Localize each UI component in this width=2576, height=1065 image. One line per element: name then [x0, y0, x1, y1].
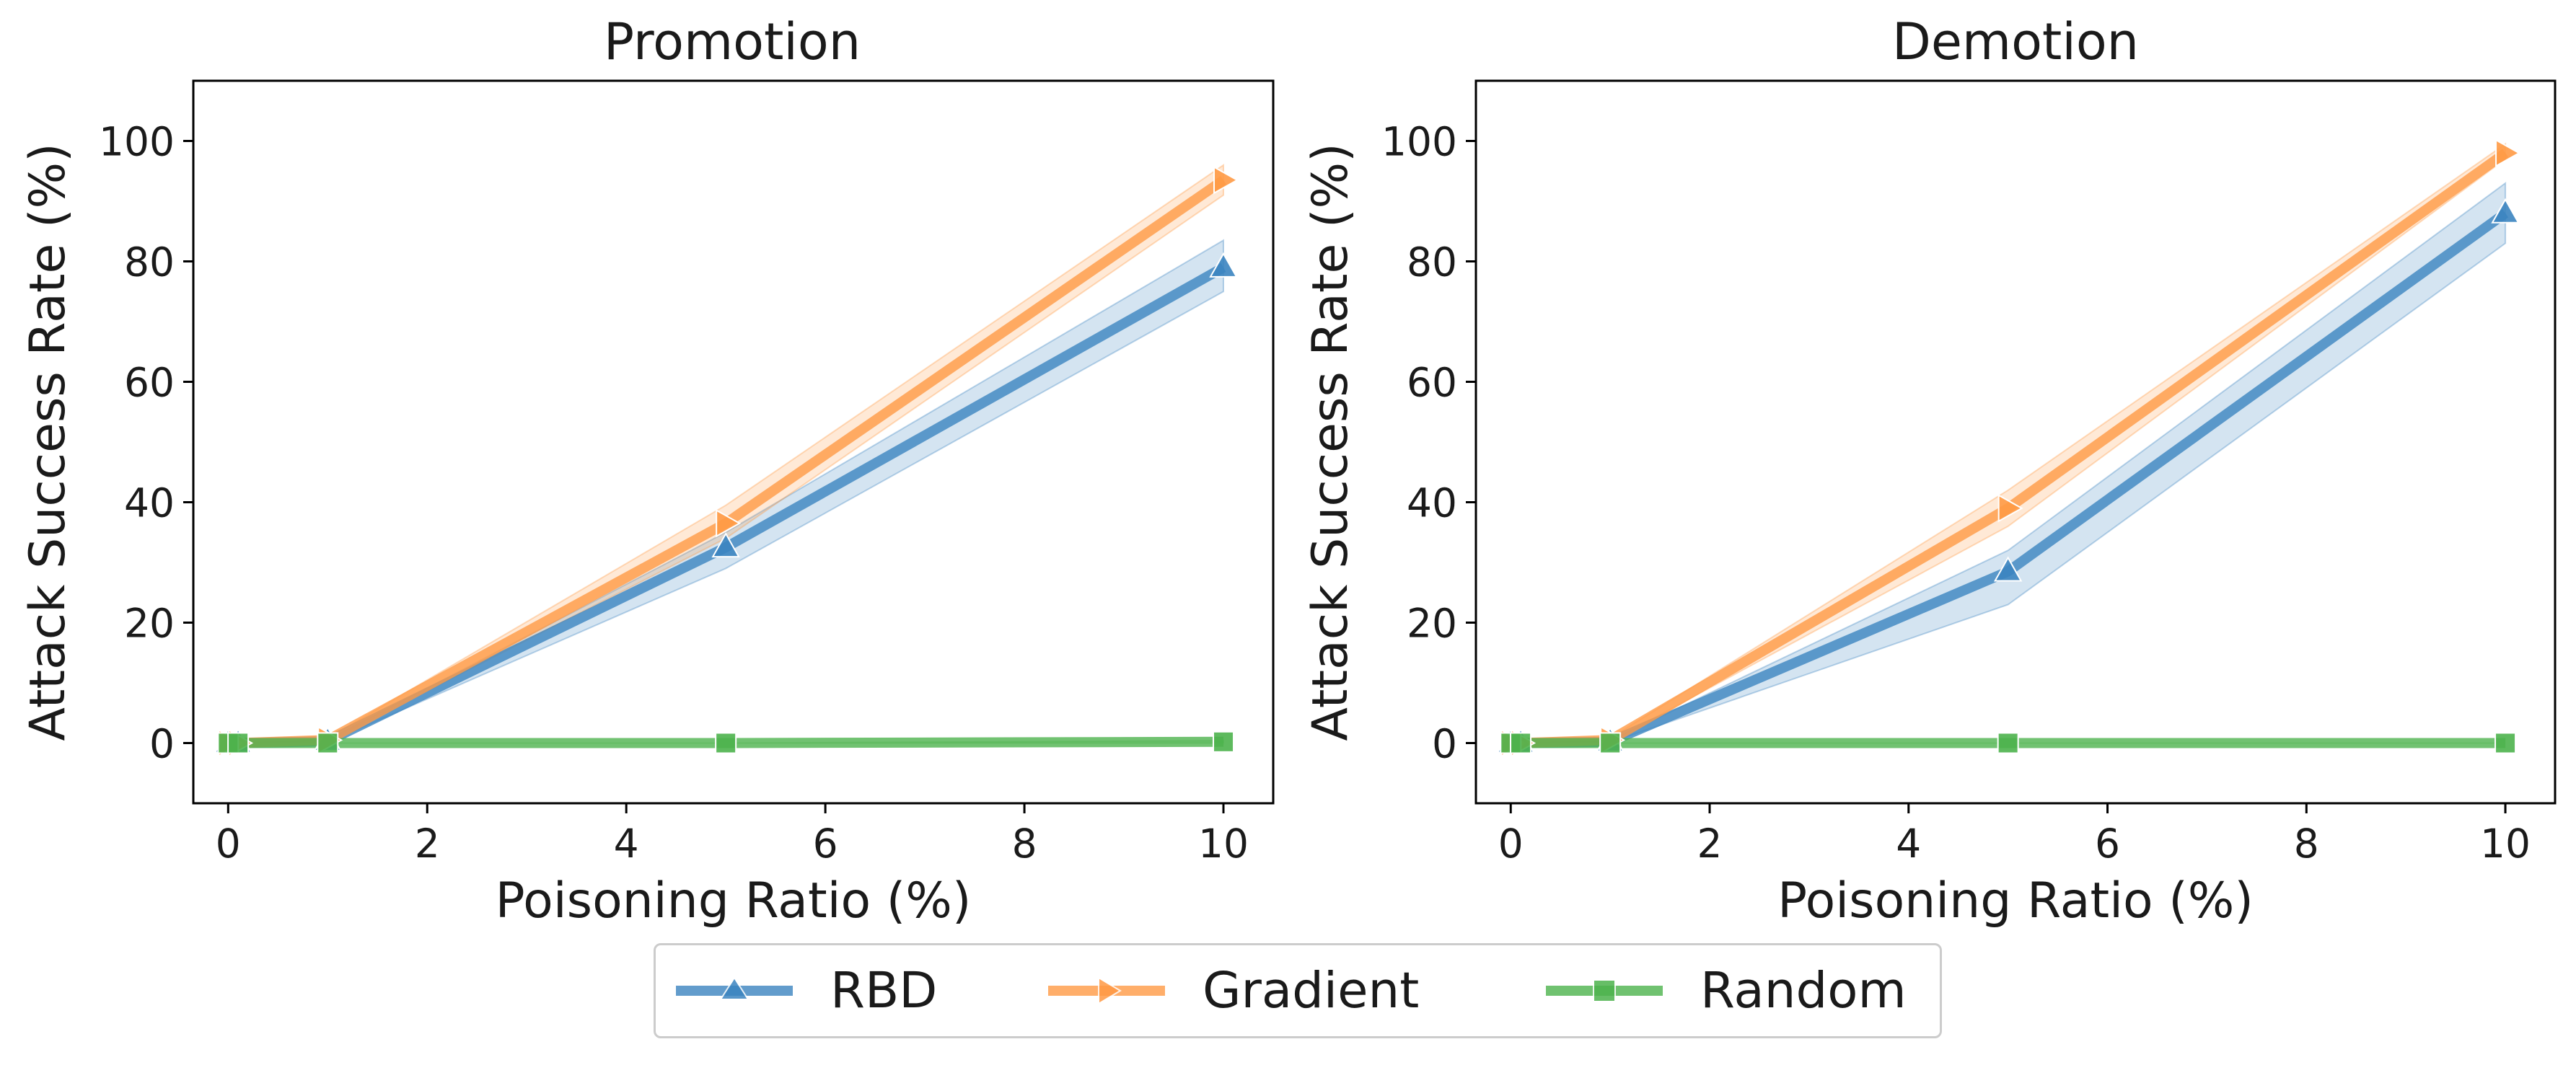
point-gradient-promotion-4: [1213, 166, 1239, 195]
legend-marker-random: [1593, 979, 1616, 1002]
point-gradient-demotion-4: [2495, 138, 2521, 167]
x-tick-label-promotion-6: 6: [813, 821, 838, 867]
band-gradient-demotion: [1511, 142, 2507, 744]
x-tick-label-demotion-10: 10: [2480, 821, 2531, 867]
x-tick-label-demotion-2: 2: [1697, 821, 1723, 867]
legend-item-gradient: Gradient: [1045, 945, 1419, 1036]
x-tick-label-promotion-4: 4: [614, 821, 639, 867]
point-random-demotion-1: [1510, 732, 1532, 754]
x-axis-label-demotion: Poisoning Ratio (%): [1777, 872, 2254, 929]
legend-swatch-random: [1546, 979, 1663, 1002]
y-axis-label-demotion: Attack Success Rate (%): [1302, 143, 1359, 741]
point-gradient-demotion-3: [1997, 494, 2023, 523]
line-gradient-demotion: [1511, 149, 2509, 748]
y-tick-label-promotion-80: 80: [124, 239, 175, 286]
point-rbd-promotion-4: [1209, 252, 1238, 278]
legend-swatch-rbd: [676, 976, 793, 1000]
y-tick-label-promotion-0: 0: [149, 721, 175, 767]
point-random-demotion-3: [1997, 732, 2019, 754]
x-tick-label-demotion-6: 6: [2095, 821, 2120, 867]
y-tick-label-promotion-20: 20: [124, 601, 175, 647]
band-rbd-promotion: [228, 239, 1224, 744]
line-gradient-promotion: [228, 176, 1226, 748]
y-tick-label-demotion-20: 20: [1407, 601, 1457, 647]
x-axis-label-promotion: Poisoning Ratio (%): [496, 872, 972, 929]
chart-title-demotion: Demotion: [1892, 12, 2139, 71]
legend-item-rbd: RBD: [673, 945, 937, 1036]
point-random-demotion-2: [1599, 732, 1622, 754]
legend-swatch-gradient: [1048, 976, 1165, 1005]
legend-marker-rbd: [719, 976, 749, 1000]
x-tick-label-demotion-4: 4: [1896, 821, 1921, 867]
x-tick-label-promotion-0: 0: [216, 821, 241, 867]
x-tick-label-demotion-8: 8: [2294, 821, 2319, 867]
legend-item-random: Random: [1543, 945, 1907, 1036]
chart-title-promotion: Promotion: [604, 12, 861, 71]
point-random-promotion-1: [227, 732, 250, 754]
x-tick-label-promotion-8: 8: [1012, 821, 1037, 867]
y-tick-label-demotion-80: 80: [1407, 239, 1457, 286]
point-random-demotion-4: [2494, 732, 2517, 754]
band-gradient-promotion: [228, 164, 1224, 744]
x-tick-label-promotion-10: 10: [1198, 821, 1249, 867]
point-random-promotion-4: [1213, 730, 1235, 753]
y-tick-label-promotion-40: 40: [124, 480, 175, 526]
legend: RBD Gradient Random: [654, 943, 1942, 1038]
y-tick-label-promotion-100: 100: [99, 119, 175, 165]
y-tick-label-promotion-60: 60: [124, 360, 175, 406]
point-random-promotion-3: [715, 732, 737, 754]
point-gradient-promotion-3: [716, 509, 742, 538]
y-tick-label-demotion-40: 40: [1407, 480, 1457, 526]
x-tick-label-demotion-0: 0: [1498, 821, 1524, 867]
y-tick-label-demotion-0: 0: [1432, 721, 1457, 767]
legend-label-rbd: RBD: [830, 962, 938, 1020]
point-rbd-promotion-3: [711, 532, 740, 558]
point-rbd-demotion-3: [1993, 556, 2023, 582]
y-axis-label-promotion: Attack Success Rate (%): [19, 143, 76, 741]
point-random-promotion-2: [317, 732, 339, 754]
plot-frame-promotion: [192, 79, 1275, 805]
y-tick-label-demotion-60: 60: [1407, 360, 1457, 406]
legend-marker-gradient: [1098, 976, 1122, 1005]
x-tick-label-promotion-2: 2: [415, 821, 440, 867]
legend-label-random: Random: [1700, 962, 1907, 1020]
y-tick-label-demotion-100: 100: [1381, 119, 1457, 165]
point-rbd-demotion-4: [2491, 198, 2520, 224]
legend-label-gradient: Gradient: [1203, 962, 1420, 1020]
plot-frame-demotion: [1474, 79, 2557, 805]
